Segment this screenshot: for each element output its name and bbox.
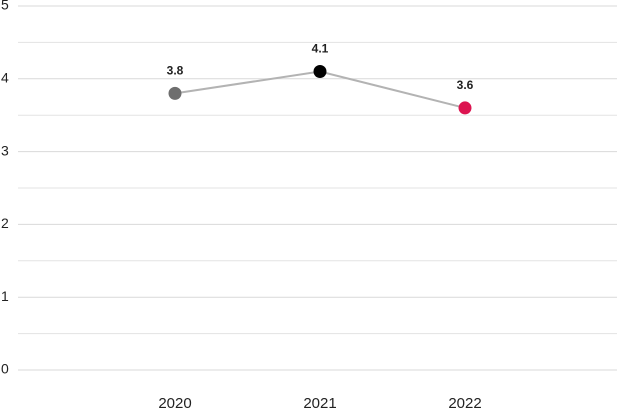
point xyxy=(168,86,182,100)
y-tick-label: 5 xyxy=(1,0,9,13)
point xyxy=(458,101,472,115)
x-tick-label: 2021 xyxy=(303,395,336,411)
data-label: 3.6 xyxy=(457,78,474,92)
data-label: 4.1 xyxy=(312,42,329,56)
x-tick-label: 2022 xyxy=(448,395,481,411)
y-tick-label: 3 xyxy=(1,142,9,158)
y-tick-label: 1 xyxy=(1,288,9,304)
data-label: 3.8 xyxy=(167,64,184,78)
point xyxy=(313,65,327,79)
y-tick-label: 0 xyxy=(1,361,9,377)
y-tick-label: 4 xyxy=(1,70,9,86)
x-tick-label: 2020 xyxy=(158,395,191,411)
y-tick-label: 2 xyxy=(1,215,9,231)
